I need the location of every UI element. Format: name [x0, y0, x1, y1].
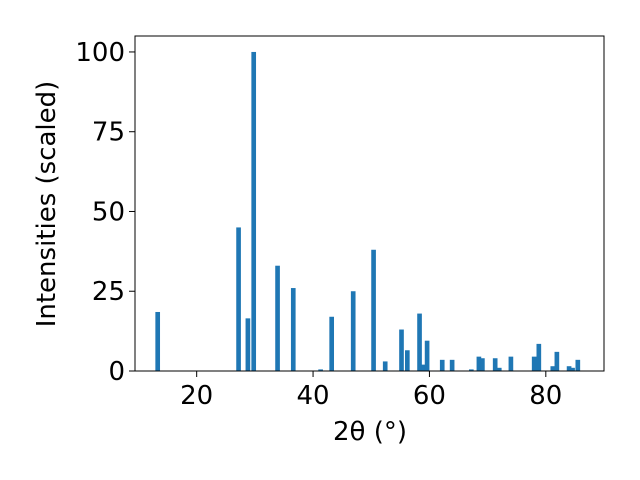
x-axis-label: 2θ (°): [333, 417, 407, 447]
y-tick-label: 100: [75, 38, 125, 68]
x-tick-label: 80: [529, 381, 562, 411]
bar: [508, 356, 514, 371]
bar: [290, 288, 296, 371]
bar: [566, 366, 572, 371]
bar: [318, 369, 323, 371]
bar: [404, 350, 410, 371]
bar: [399, 329, 404, 371]
bar: [531, 356, 537, 371]
bar: [350, 291, 356, 371]
x-tick-label: 20: [180, 381, 213, 411]
bar: [480, 358, 485, 371]
bar: [245, 318, 251, 371]
x-tick-label: 40: [297, 381, 330, 411]
bar: [575, 359, 581, 371]
bar: [382, 361, 388, 371]
bar: [424, 340, 430, 371]
bar: [236, 227, 241, 371]
bar: [469, 369, 474, 371]
bar: [251, 51, 257, 371]
bar: [536, 343, 542, 371]
bar: [439, 359, 445, 371]
bar: [476, 356, 482, 371]
bar: [449, 359, 455, 371]
y-tick-label: 50: [92, 197, 125, 227]
bar: [554, 351, 560, 371]
bar: [371, 249, 376, 371]
bar: [421, 364, 426, 371]
bar: [329, 316, 335, 371]
bar: [496, 367, 502, 371]
bar: [492, 358, 498, 371]
plot-frame: [134, 35, 605, 372]
x-tick-label: 60: [413, 381, 446, 411]
y-tick-label: 75: [92, 118, 125, 148]
bar: [417, 313, 422, 371]
bar: [275, 265, 280, 371]
bar: [570, 367, 575, 371]
y-tick-label: 25: [92, 277, 125, 307]
bar: [155, 311, 161, 371]
y-tick-label: 0: [108, 357, 125, 387]
bar: [550, 366, 556, 371]
y-axis-label: Intensities (scaled): [32, 81, 62, 328]
